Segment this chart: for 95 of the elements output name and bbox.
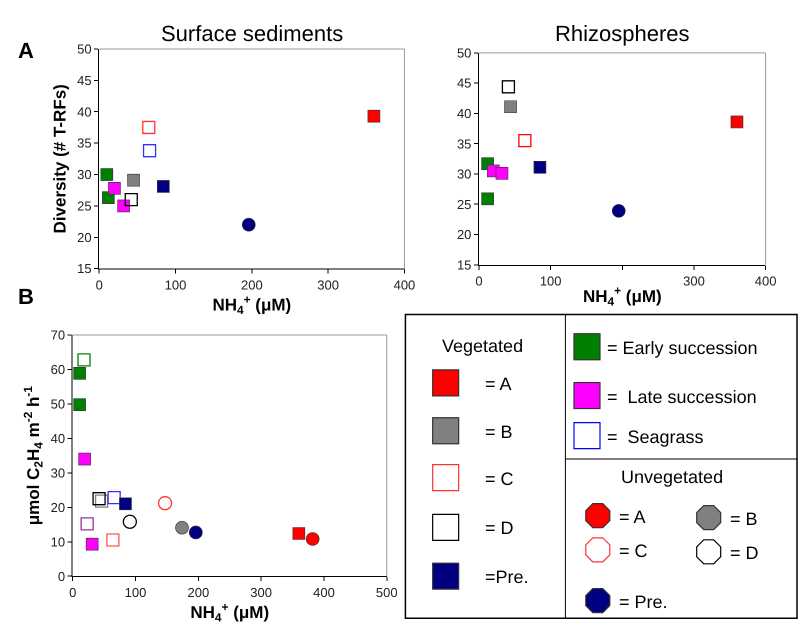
point xyxy=(518,134,532,148)
legend-label: = D xyxy=(730,543,759,563)
legend-label: = Pre. xyxy=(619,592,668,612)
point xyxy=(106,533,120,547)
y-tick-label: 10 xyxy=(50,534,66,550)
x-tick-label: 0 xyxy=(96,277,103,292)
point xyxy=(157,180,170,193)
y-tick-label: 40 xyxy=(77,104,92,120)
y-tick-label: 25 xyxy=(77,198,92,214)
point xyxy=(92,492,106,506)
text: A xyxy=(18,38,34,63)
y-tick-label: 35 xyxy=(77,136,92,151)
x-tick-label: 100 xyxy=(164,277,186,292)
y-tick-label: 30 xyxy=(456,166,472,182)
point xyxy=(368,110,380,122)
x-tick-label: 500 xyxy=(376,584,398,600)
text: Vegetated xyxy=(442,336,524,356)
legend-label: = Early succession xyxy=(607,338,758,358)
y-tick-label: 0 xyxy=(58,568,66,584)
point xyxy=(242,218,256,232)
x-tick-label: 0 xyxy=(475,273,483,288)
x-axis-title: NH$_{4}$$^{+}$ (μM) xyxy=(190,600,270,625)
y-tick-label: 15 xyxy=(77,261,92,276)
x-tick-label: 300 xyxy=(250,584,272,600)
point xyxy=(142,144,156,158)
point xyxy=(73,398,86,411)
y-tick-label: 30 xyxy=(77,167,92,182)
point xyxy=(78,452,91,466)
legend-label: = Seagrass xyxy=(607,427,704,447)
x-axis-title: NH$_{4}$$^{+}$ (μM) xyxy=(212,292,292,317)
y-tick-label: 30 xyxy=(50,465,66,480)
x-tick-label: 400 xyxy=(394,277,416,292)
point xyxy=(189,526,203,540)
point xyxy=(142,120,156,134)
point xyxy=(534,161,546,174)
x-tick-label: 300 xyxy=(683,273,705,288)
legend-label: = C xyxy=(485,469,514,489)
chart-title: Rhizospheres xyxy=(555,21,690,46)
point xyxy=(502,80,516,94)
y-tick-label: 20 xyxy=(50,500,66,515)
x-tick-label: 200 xyxy=(240,277,263,292)
x-tick-label: 400 xyxy=(313,584,335,600)
point xyxy=(127,174,140,186)
point xyxy=(80,517,94,530)
text: B xyxy=(18,284,34,309)
legend-label: =Pre. xyxy=(485,567,529,587)
point xyxy=(730,116,744,128)
y-tick-label: 45 xyxy=(77,72,92,88)
y-tick-label: 45 xyxy=(456,76,472,91)
x-tick-label: 200 xyxy=(187,584,210,600)
point xyxy=(504,100,517,114)
y-tick-label: 25 xyxy=(456,196,472,212)
point xyxy=(119,498,132,510)
point xyxy=(124,192,138,206)
legend-label: = C xyxy=(619,541,648,561)
legend-label: = B xyxy=(485,422,513,442)
x-tick-label: 100 xyxy=(124,584,146,600)
point xyxy=(94,494,108,508)
point xyxy=(122,514,138,529)
legend-label: = D xyxy=(485,518,514,538)
y-tick-label: 40 xyxy=(50,430,66,446)
point xyxy=(86,538,98,550)
point xyxy=(100,168,114,181)
point xyxy=(108,182,121,195)
point xyxy=(77,353,91,366)
y-tick-label: 50 xyxy=(456,45,472,60)
y-axis-title: Diversity (# T-RFs) xyxy=(50,84,70,234)
point xyxy=(306,532,320,546)
point xyxy=(496,167,508,180)
legend-label: = Late succession xyxy=(607,387,757,407)
point xyxy=(292,527,306,540)
y-tick-label: 50 xyxy=(77,42,92,57)
y-tick-label: 20 xyxy=(456,227,472,242)
text: Unvegetated xyxy=(621,467,724,487)
point xyxy=(481,192,494,206)
x-axis-title: NH$_{4}$$^{+}$ (μM) xyxy=(582,284,662,308)
legend-label: = B xyxy=(730,509,758,529)
point xyxy=(612,204,626,218)
x-tick-label: 400 xyxy=(754,273,776,288)
legend-label: = A xyxy=(619,507,646,527)
y-tick-label: 60 xyxy=(50,362,66,378)
y-tick-label: 40 xyxy=(456,106,472,121)
y-tick-label: 35 xyxy=(456,136,472,152)
point xyxy=(175,520,189,534)
x-tick-label: 100 xyxy=(540,273,562,288)
y-tick-label: 50 xyxy=(50,396,66,412)
chart-title: Surface sediments xyxy=(161,21,344,46)
legend-label: = A xyxy=(485,374,512,394)
x-tick-label: 300 xyxy=(317,277,339,292)
y-tick-label: 20 xyxy=(77,230,92,245)
y-tick-label: 70 xyxy=(50,328,66,343)
point xyxy=(158,496,172,510)
y-tick-label: 15 xyxy=(456,257,472,272)
point xyxy=(73,366,86,380)
point xyxy=(108,491,121,504)
